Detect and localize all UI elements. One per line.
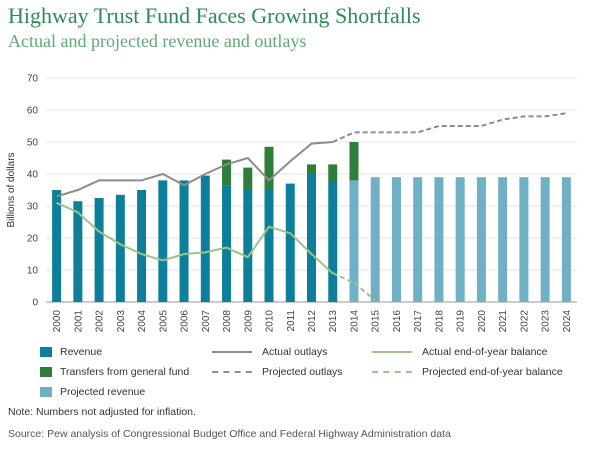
- x-tick-label: 2014: [349, 310, 360, 333]
- y-tick-label: 70: [27, 74, 39, 85]
- bar-revenue: [158, 180, 168, 302]
- bar-revenue: [243, 190, 253, 302]
- x-tick-label: 2015: [371, 310, 382, 333]
- bar-projected-revenue: [391, 177, 401, 302]
- bar-projected-revenue: [519, 177, 529, 302]
- x-tick-label: 2005: [158, 310, 169, 333]
- bar-projected-revenue: [476, 177, 486, 302]
- bar-transfers: [222, 159, 232, 186]
- x-tick-label: 2022: [519, 310, 530, 333]
- x-tick-label: 2001: [73, 310, 84, 333]
- x-tick-label: 2021: [498, 310, 509, 333]
- x-tick-label: 2008: [222, 310, 233, 333]
- bar-revenue: [179, 180, 189, 302]
- x-tick-labels: 2000 2001 2002 2003 2004 2005 2006 2007 2008 2009…: [52, 310, 573, 333]
- bar-revenue: [115, 194, 125, 302]
- chart-subtitle: Actual and projected revenue and outlays: [8, 31, 307, 51]
- bar-revenue: [222, 185, 232, 302]
- source-note: Source: Pew analysis of Congressional Bu…: [8, 428, 451, 440]
- bar-transfers: [328, 164, 338, 182]
- bar-revenue: [200, 175, 210, 302]
- x-tick-label: 2002: [95, 310, 106, 333]
- line-projected-balance: [332, 272, 376, 302]
- bar-transfers: [307, 164, 316, 174]
- x-tick-label: 2007: [201, 310, 212, 333]
- x-tick-label: 2017: [413, 310, 424, 333]
- x-tick-label: 2019: [456, 310, 467, 333]
- x-tick-label: 2010: [265, 310, 276, 333]
- x-tick-label: 2020: [477, 310, 488, 333]
- x-tick-label: 2000: [52, 310, 63, 333]
- y-tick-label: 10: [27, 266, 39, 277]
- chart-title: Highway Trust Fund Faces Growing Shortfa…: [8, 3, 421, 28]
- bar-revenue: [94, 198, 104, 302]
- x-tick-label: 2016: [392, 310, 403, 333]
- bar-revenue: [73, 201, 83, 302]
- y-tick-label: 60: [27, 106, 39, 117]
- bars: [52, 142, 571, 302]
- bar-transfers: [243, 167, 253, 190]
- x-tick-label: 2013: [328, 310, 339, 333]
- y-tick-label: 30: [27, 202, 39, 213]
- bar-revenue: [328, 182, 338, 302]
- bar-projected-revenue: [455, 177, 465, 302]
- x-tick-label: 2023: [541, 310, 552, 333]
- line-projected-outlays: [332, 112, 567, 143]
- footnote: Note: Numbers not adjusted for inflation…: [8, 406, 196, 418]
- x-tick-label: 2011: [286, 310, 297, 332]
- bar-projected-revenue: [540, 177, 550, 302]
- series-lines: [56, 112, 567, 302]
- bar-revenue: [285, 183, 295, 302]
- bar-revenue: [137, 190, 147, 302]
- bar-projected-revenue: [370, 177, 380, 302]
- bar-revenue: [264, 190, 274, 302]
- line-actual-balance: [56, 201, 334, 274]
- bar-projected-revenue: [498, 177, 508, 302]
- y-tick-label: 20: [27, 234, 39, 245]
- x-tick-label: 2009: [243, 310, 254, 333]
- x-tick-label: 2006: [180, 310, 191, 333]
- y-tick-labels: 0 10 20 30 40 50 60 70: [27, 74, 39, 309]
- bar-revenue: [307, 174, 316, 302]
- bar-transfers: [264, 146, 274, 190]
- y-axis-label: Billions of dollars: [6, 152, 17, 227]
- bar-projected-revenue: [413, 177, 423, 302]
- x-tick-label: 2004: [137, 310, 148, 333]
- bar-transfers: [349, 142, 359, 181]
- x-tick-label: 2018: [434, 310, 445, 333]
- y-tick-label: 50: [27, 138, 39, 149]
- bar-projected-revenue: [561, 177, 571, 302]
- x-tick-label: 2003: [116, 310, 127, 333]
- bar-revenue: [52, 190, 62, 302]
- x-tick-label: 2024: [562, 310, 573, 333]
- line-actual-outlays: [56, 141, 333, 198]
- bar-projected-revenue: [434, 177, 444, 302]
- y-tick-label: 0: [32, 298, 38, 309]
- bar-projected-revenue: [349, 180, 359, 302]
- x-tick-label: 2012: [307, 310, 318, 333]
- y-tick-label: 40: [27, 170, 39, 181]
